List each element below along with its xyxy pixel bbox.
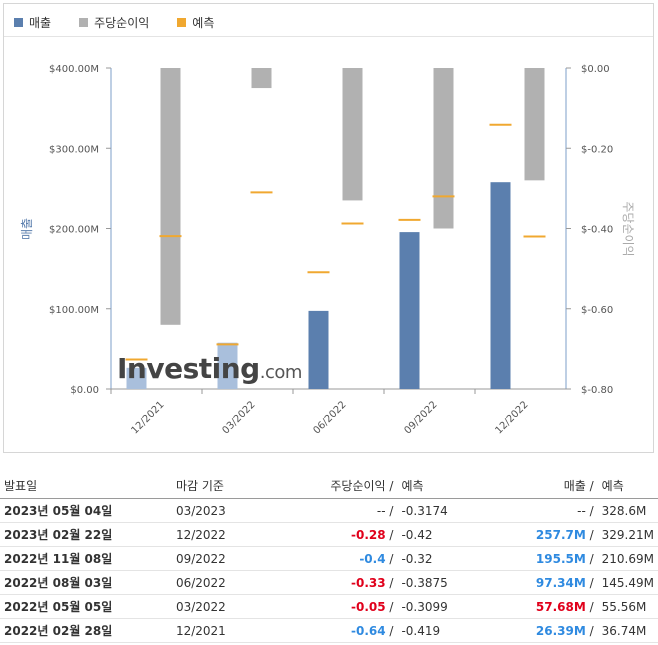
cell-period-end: 12/2022 (171, 522, 294, 547)
cell-release-date: 2022년 11월 08일 (0, 546, 172, 571)
cell-period-end: 12/2021 (171, 618, 294, 643)
cell-revenue-forecast: 329.21M (597, 522, 658, 547)
cell-revenue-forecast: 210.69M (597, 546, 658, 571)
table-row: 2022년 02월 28일 12/2021 -0.64 /-0.419 26.39M … (0, 618, 658, 643)
table-row: 2023년 05월 04일 03/2023 -- / -0.3174 -- /328.6… (0, 498, 658, 523)
chart-legend: 매출 주당순이익 예측 (14, 14, 242, 31)
cell-period-end: 06/2022 (171, 570, 294, 595)
watermark-brand: Investing (117, 352, 260, 385)
cell-eps-forecast: -0.42 (397, 522, 512, 547)
x-tick-label: 09/2022 (402, 399, 439, 436)
right-axis-title: 주당순이익 (621, 201, 635, 256)
investing-watermark: Investing.com (117, 352, 302, 385)
cell-eps-forecast: -0.3099 (397, 594, 512, 619)
cell-revenue-forecast: 55.56M (597, 594, 658, 619)
cell-period-end: 03/2023 (171, 498, 294, 523)
watermark-suffix: .com (259, 362, 303, 383)
x-tick-label: 12/2021 (129, 399, 166, 436)
cell-release-date: 2022년 05월 05일 (0, 594, 172, 619)
cell-revenue: 257.7M / (511, 522, 598, 547)
table-row: 2023년 02월 22일 12/2022 -0.28 /-0.42 257.7M /… (0, 522, 658, 547)
eps-bar (251, 68, 272, 89)
left-tick-label: $400.00M (49, 64, 99, 75)
left-tick-label: $0.00 (70, 385, 99, 396)
x-tick-label: 03/2022 (220, 399, 257, 436)
cell-revenue-forecast: 328.6M (597, 498, 658, 523)
legend-item-eps[interactable]: 주당순이익 (79, 14, 149, 31)
cell-eps: -- / (293, 498, 398, 523)
header-release-date[interactable]: 발표일 (0, 472, 172, 499)
cell-eps: -0.64 / (293, 618, 398, 643)
right-tick-label: $-0.80 (581, 385, 613, 396)
table-header-row: 발표일 마감 기준 주당순이익 / 예측 매출 / 예측 (0, 472, 658, 499)
legend-label-forecast: 예측 (192, 16, 215, 30)
header-eps[interactable]: 주당순이익 / (293, 472, 398, 499)
legend-item-forecast[interactable]: 예측 (177, 14, 214, 31)
cell-revenue-forecast: 145.49M (597, 570, 658, 595)
cell-revenue: 26.39M / (511, 618, 598, 643)
x-tick-label: 06/2022 (311, 399, 348, 436)
right-tick-label: $-0.40 (581, 225, 613, 236)
cell-revenue: 57.68M / (511, 594, 598, 619)
eps-bar (433, 68, 454, 229)
earnings-chart: $0.00 $100.00M $200.00M $300.00M $400.00M $0.… (20, 64, 635, 436)
cell-release-date: 2023년 05월 04일 (0, 498, 172, 523)
earnings-table: 발표일 마감 기준 주당순이익 / 예측 매출 / 예측 2023년 05월 0… (0, 472, 658, 643)
eps-bar (342, 68, 363, 201)
legend-item-revenue[interactable]: 매출 (14, 14, 51, 31)
cell-eps-forecast: -0.32 (397, 546, 512, 571)
eps-bar (160, 68, 181, 325)
legend-label-eps: 주당순이익 (94, 16, 150, 30)
legend-divider (4, 36, 653, 37)
cell-revenue-forecast: 36.74M (597, 618, 658, 643)
cell-release-date: 2022년 08월 03일 (0, 570, 172, 595)
header-eps-forecast[interactable]: 예측 (397, 472, 512, 499)
cell-eps-forecast: -0.3875 (397, 570, 512, 595)
header-period-end[interactable]: 마감 기준 (171, 472, 294, 499)
revenue-bar (308, 310, 329, 389)
legend-swatch-forecast (177, 18, 187, 27)
cell-eps: -0.05 / (293, 594, 398, 619)
cell-eps-forecast: -0.3174 (397, 498, 512, 523)
left-tick-label: $200.00M (49, 225, 99, 236)
cell-eps: -0.28 / (293, 522, 398, 547)
header-revenue[interactable]: 매출 / (511, 472, 598, 499)
right-tick-label: $-0.20 (581, 144, 613, 155)
legend-swatch-revenue (14, 18, 23, 27)
cell-eps: -0.4 / (293, 546, 398, 571)
right-tick-label: $-0.60 (581, 305, 613, 316)
header-revenue-forecast[interactable]: 예측 (597, 472, 658, 499)
revenue-bar (126, 367, 147, 389)
left-axis-title: 매출 (20, 218, 34, 240)
cell-revenue: 195.5M / (511, 546, 598, 571)
cell-eps-forecast: -0.419 (397, 618, 512, 643)
table-row: 2022년 05월 05일 03/2022 -0.05 /-0.3099 57.68M… (0, 594, 658, 619)
cell-release-date: 2022년 02월 28일 (0, 618, 172, 643)
cell-eps: -0.33 / (293, 570, 398, 595)
left-tick-label: $300.00M (49, 144, 99, 155)
right-tick-label: $0.00 (581, 64, 610, 75)
table-row: 2022년 11월 08일 09/2022 -0.4 /-0.32 195.5M /2… (0, 546, 658, 571)
revenue-bar (217, 342, 238, 389)
legend-swatch-eps (79, 18, 89, 27)
left-tick-label: $100.00M (49, 305, 99, 316)
eps-bar (524, 68, 545, 181)
x-tick-label: 12/2022 (493, 399, 530, 436)
chart-panel: 매출 주당순이익 예측 (3, 3, 654, 453)
cell-release-date: 2023년 02월 22일 (0, 522, 172, 547)
revenue-bar (490, 182, 511, 389)
table-row: 2022년 08월 03일 06/2022 -0.33 /-0.3875 97.34M… (0, 570, 658, 595)
revenue-bar (399, 232, 420, 389)
legend-label-revenue: 매출 (29, 16, 52, 30)
cell-period-end: 03/2022 (171, 594, 294, 619)
cell-revenue: -- / (511, 498, 598, 523)
cell-revenue: 97.34M / (511, 570, 598, 595)
cell-period-end: 09/2022 (171, 546, 294, 571)
